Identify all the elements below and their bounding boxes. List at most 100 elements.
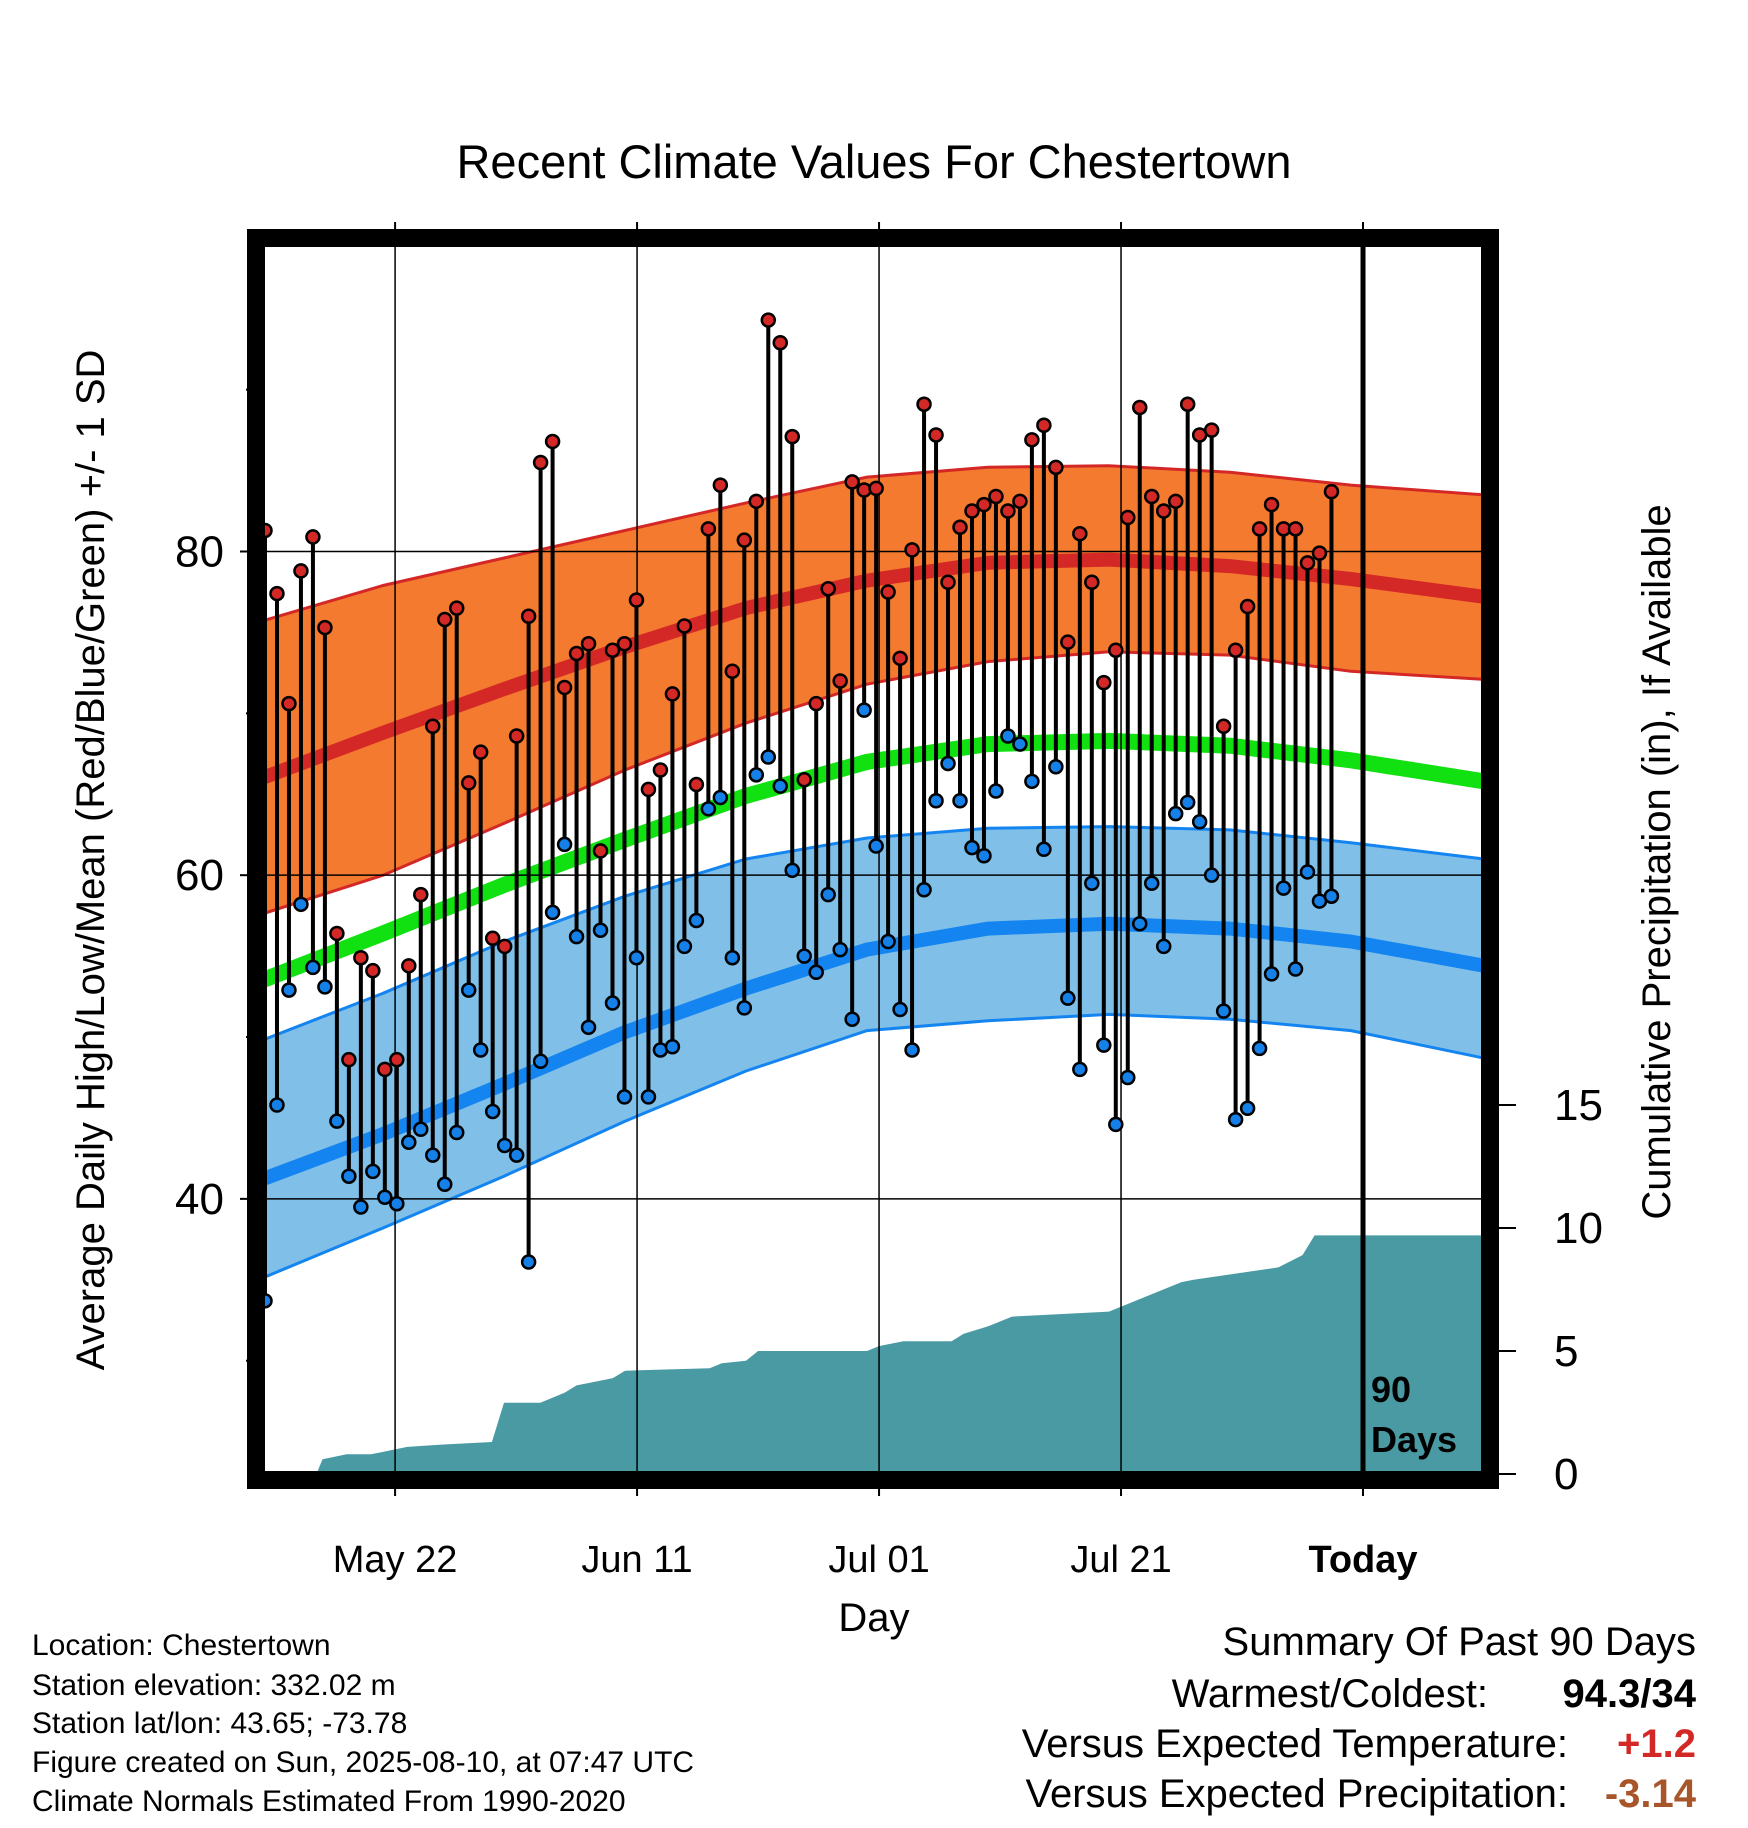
plot-area: 90 Days 40 60 80 0 5 10 15 May 22 Jun 11 Jul 01 Jul … [175, 222, 1603, 1581]
x-tick-label: Jul 01 [828, 1539, 929, 1581]
daily-low-point [664, 1038, 681, 1055]
daily-high-point [520, 608, 537, 624]
y2-tick-label: 5 [1554, 1327, 1578, 1376]
daily-low-point [377, 1189, 393, 1205]
daily-high-point [413, 886, 429, 903]
daily-low-point [544, 904, 561, 921]
location-text: Location: Chestertown [32, 1629, 331, 1662]
daily-low-point [784, 862, 800, 879]
daily-low-point [1108, 1116, 1124, 1133]
daily-low-point [820, 886, 836, 903]
daily-high-point [652, 762, 669, 778]
daily-low-point [856, 702, 872, 718]
daily-high-point [928, 427, 944, 443]
daily-low-point [748, 767, 765, 783]
daily-low-point [808, 964, 824, 981]
daily-low-point [317, 979, 333, 995]
daily-low-point [700, 801, 717, 817]
daily-low-point [1000, 728, 1016, 744]
y2-tick-label: 0 [1554, 1450, 1578, 1499]
daily-low-point [892, 1001, 908, 1018]
daily-low-point [484, 1103, 501, 1120]
x-tick-label: Today [1308, 1539, 1417, 1581]
daily-low-point [964, 839, 980, 856]
daily-low-point [928, 792, 944, 809]
daily-high-point [892, 650, 908, 667]
daily-high-point [664, 686, 681, 702]
daily-low-point [1120, 1069, 1136, 1086]
daily-high-point [1048, 459, 1064, 476]
daily-low-point [556, 836, 573, 853]
daily-high-point [1131, 399, 1148, 416]
daily-high-point [808, 695, 824, 712]
daily-high-point [1108, 642, 1124, 658]
chart-title: Recent Climate Values For Chestertown [456, 135, 1291, 188]
daily-high-point [484, 930, 501, 947]
daily-low-point [832, 941, 848, 958]
daily-low-point [1155, 938, 1172, 955]
daily-high-point [820, 580, 836, 597]
daily-high-point [784, 428, 800, 445]
daily-high-point [1203, 422, 1220, 438]
x-tick-label: May 22 [333, 1539, 458, 1581]
daily-low-point [1299, 864, 1316, 880]
daily-low-point [329, 1113, 345, 1129]
daily-high-point [1155, 503, 1172, 519]
normals-text: Climate Normals Estimated From 1990-2020 [32, 1785, 626, 1818]
ninety-days-label-1: 90 [1371, 1369, 1411, 1410]
daily-high-point [868, 480, 884, 497]
temp-versus-value: +1.2 [1617, 1722, 1696, 1766]
daily-high-point [580, 636, 597, 652]
daily-high-point [1072, 525, 1088, 542]
daily-low-point [341, 1168, 357, 1184]
daily-low-point [976, 848, 992, 864]
ninety-days-label-2: Days [1371, 1419, 1457, 1460]
daily-high-point [700, 521, 717, 537]
daily-low-point [844, 1011, 860, 1027]
daily-low-point [580, 1019, 597, 1036]
daily-low-point [496, 1137, 513, 1154]
daily-low-point [1239, 1100, 1256, 1116]
daily-high-point [1012, 493, 1028, 510]
daily-low-point [1143, 875, 1160, 892]
daily-low-point [1036, 841, 1052, 858]
daily-high-point [281, 695, 297, 712]
daily-low-point [712, 789, 729, 806]
daily-low-point [988, 783, 1004, 799]
y2-tick-label: 10 [1554, 1204, 1603, 1253]
latlon-text: Station lat/lon: 43.65; -73.78 [32, 1707, 408, 1740]
daily-high-point [389, 1051, 405, 1068]
precip-versus-value: -3.14 [1604, 1772, 1696, 1816]
daily-low-point [688, 912, 705, 929]
y-axis-label: Average Daily High/Low/Mean (Red/Blue/Gr… [69, 350, 113, 1371]
daily-low-point [353, 1199, 369, 1215]
precip-versus-label: Versus Expected Precipitation: [1025, 1772, 1568, 1816]
daily-high-point [269, 585, 285, 602]
low-normal-band [262, 825, 1484, 1280]
daily-low-point [952, 792, 968, 809]
temp-versus-label: Versus Expected Temperature: [1021, 1722, 1568, 1766]
y-tick-label: 80 [175, 528, 224, 577]
x-axis-label: Day [838, 1596, 909, 1640]
daily-high-point [832, 673, 848, 689]
daily-low-point [796, 948, 812, 964]
daily-high-point [1263, 496, 1280, 513]
daily-high-point [341, 1051, 357, 1068]
daily-high-point [1299, 555, 1316, 571]
daily-high-point [1000, 503, 1016, 519]
daily-high-point [940, 574, 956, 590]
daily-high-point [712, 477, 729, 493]
daily-high-point [377, 1061, 393, 1078]
daily-high-point [796, 771, 812, 788]
daily-high-point [1179, 396, 1196, 412]
warmest-coldest-value: 94.3/34 [1562, 1672, 1696, 1716]
daily-high-point [317, 619, 333, 636]
daily-high-point [1036, 417, 1052, 434]
daily-low-point [1167, 805, 1184, 822]
daily-low-point [460, 982, 477, 998]
daily-high-point [425, 718, 441, 735]
daily-low-point [1024, 773, 1040, 790]
daily-low-point [413, 1121, 429, 1138]
daily-high-point [760, 312, 777, 328]
daily-high-point [676, 618, 693, 634]
